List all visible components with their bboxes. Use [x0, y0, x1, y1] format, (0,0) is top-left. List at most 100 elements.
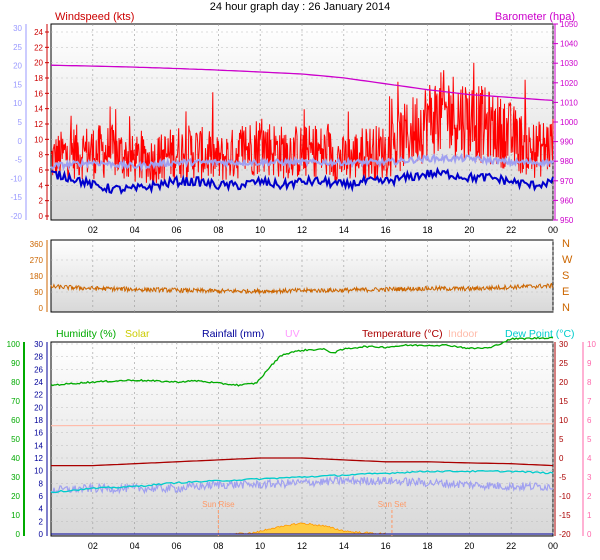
x-tick-label: 04 [130, 541, 140, 551]
humidity-tick-label: 40 [11, 454, 20, 463]
barometer-tick-label: 1000 [560, 118, 578, 127]
barometer-tick-label: 980 [560, 157, 574, 166]
winddir-tick-label: 90 [34, 288, 43, 297]
x-tick-label: 18 [422, 225, 432, 235]
humidity-lavender-line [50, 475, 554, 495]
barometer-tick-label: 1020 [560, 79, 578, 88]
legend-label: Indoor [448, 328, 478, 340]
barometer-tick-label: 960 [560, 196, 574, 205]
uv-tick-label: 9 [587, 359, 592, 368]
uv-tick-label: 5 [587, 435, 592, 444]
rainfall-tick-label: 18 [34, 416, 43, 425]
temperature-tick-label: 20 [559, 378, 568, 387]
windspeed-tick-label: 18 [34, 74, 43, 83]
secondary-tick-label: 30 [13, 24, 22, 33]
windspeed-axis-label: Windspeed (kts) [55, 11, 134, 23]
x-tick-label: 20 [464, 225, 474, 235]
compass-label: W [562, 254, 573, 266]
secondary-tick-label: 20 [13, 62, 22, 71]
indoor-line [50, 423, 554, 427]
rainfall-tick-label: 28 [34, 353, 43, 362]
x-tick-label: 14 [339, 225, 349, 235]
barometer-tick-label: 990 [560, 138, 574, 147]
dewpoint-line [50, 469, 554, 494]
x-tick-label: 16 [381, 225, 391, 235]
barometer-axis-label: Barometer (hpa) [495, 11, 575, 23]
humidity-tick-label: 20 [11, 492, 20, 501]
humidity-tick-label: 10 [11, 511, 20, 520]
barometer-tick-label: 970 [560, 177, 574, 186]
temperature-tick-label: -20 [559, 530, 571, 539]
rainfall-tick-label: 26 [34, 365, 43, 374]
x-tick-label: 08 [213, 541, 223, 551]
temperature-tick-label: 10 [559, 416, 568, 425]
rainfall-tick-label: 12 [34, 454, 43, 463]
solar-area [228, 522, 388, 535]
temperature-tick-label: 15 [559, 397, 568, 406]
x-tick-label: 00 [548, 541, 558, 551]
winddir-tick-label: 270 [30, 256, 44, 265]
legend-label: Humidity (%) [56, 328, 116, 340]
legend-label: Solar [125, 328, 150, 340]
rainfall-tick-label: 30 [34, 340, 43, 349]
windspeed-tick-label: 10 [34, 135, 43, 144]
barometer-tick-label: 1030 [560, 59, 578, 68]
legend-label: Rainfall (mm) [202, 328, 264, 340]
secondary-tick-label: -15 [10, 193, 22, 202]
windspeed-tick-label: 8 [39, 151, 44, 160]
rainfall-tick-label: 8 [39, 479, 44, 488]
humidity-tick-label: 90 [11, 359, 20, 368]
windspeed-tick-label: 14 [34, 105, 43, 114]
temperature-tick-label: 5 [559, 435, 564, 444]
compass-label: S [562, 270, 569, 282]
rainfall-tick-label: 14 [34, 441, 43, 450]
secondary-tick-label: 25 [13, 43, 22, 52]
windspeed-tick-label: 20 [34, 59, 43, 68]
x-tick-label: 20 [464, 541, 474, 551]
humidity-tick-label: 30 [11, 473, 20, 482]
uv-tick-label: 10 [587, 340, 596, 349]
uv-tick-label: 6 [587, 416, 592, 425]
rainfall-tick-label: 2 [39, 517, 44, 526]
secondary-tick-label: -5 [15, 156, 23, 165]
temperature-tick-label: -5 [559, 473, 567, 482]
uv-tick-label: 4 [587, 454, 592, 463]
x-tick-label: 10 [255, 225, 265, 235]
winddir-tick-label: 0 [39, 304, 44, 313]
windspeed-tick-label: 4 [39, 181, 44, 190]
x-tick-label: 06 [171, 225, 181, 235]
secondary-tick-label: -10 [10, 174, 22, 183]
humidity-tick-label: 70 [11, 397, 20, 406]
winddir-tick-label: 360 [30, 240, 44, 249]
temperature-line [51, 457, 554, 467]
uv-tick-label: 7 [587, 397, 592, 406]
humidity-line [50, 336, 554, 387]
x-tick-label: 00 [548, 225, 558, 235]
rainfall-tick-label: 16 [34, 429, 43, 438]
x-tick-label: 12 [297, 541, 307, 551]
windspeed-tick-label: 6 [39, 166, 44, 175]
rainfall-tick-label: 6 [39, 492, 44, 501]
rainfall-tick-label: 22 [34, 391, 43, 400]
legend-label: UV [285, 328, 300, 340]
x-tick-label: 02 [88, 541, 98, 551]
humidity-tick-label: 60 [11, 416, 20, 425]
x-tick-label: 22 [506, 225, 516, 235]
temperature-tick-label: -15 [559, 511, 571, 520]
wind-average-line [50, 166, 554, 196]
secondary-tick-label: 0 [18, 137, 23, 146]
sunrise-label: Sun Rise [202, 500, 235, 509]
barometer-tick-label: 1040 [560, 40, 578, 49]
humidity-tick-label: 50 [11, 435, 20, 444]
x-tick-label: 06 [171, 541, 181, 551]
secondary-tick-label: -20 [10, 212, 22, 221]
windspeed-tick-label: 16 [34, 89, 43, 98]
compass-label: N [562, 302, 570, 314]
secondary-tick-label: 5 [18, 118, 23, 127]
temperature-tick-label: 30 [559, 340, 568, 349]
uv-tick-label: 3 [587, 473, 592, 482]
rainfall-tick-label: 10 [34, 467, 43, 476]
x-tick-label: 14 [339, 541, 349, 551]
